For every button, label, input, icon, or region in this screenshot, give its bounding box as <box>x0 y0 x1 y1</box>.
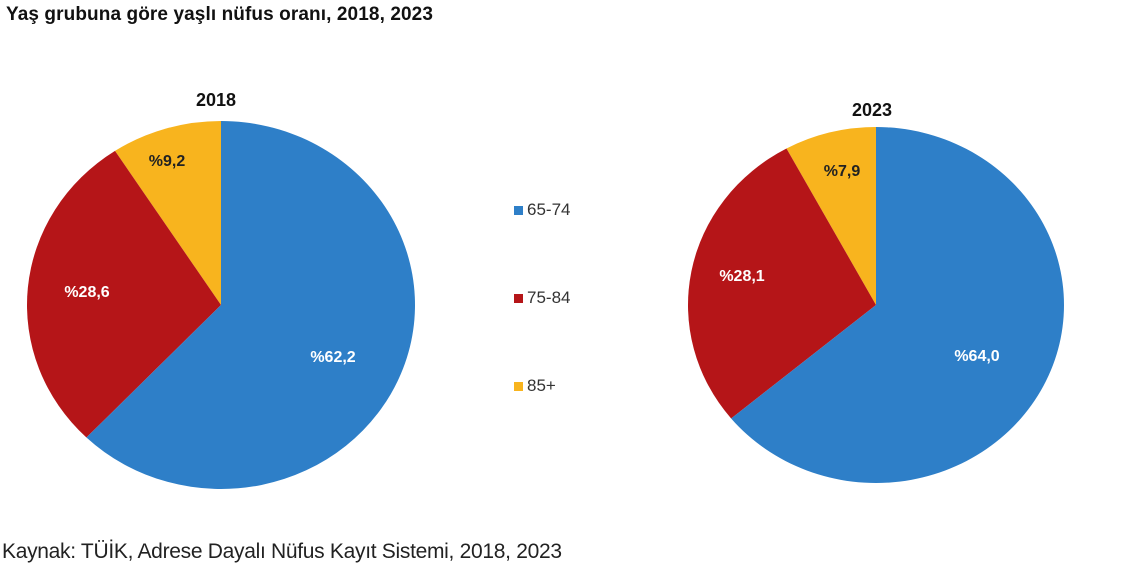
pie-slice-65-74 <box>86 121 415 489</box>
pie-2018: 2018 %62,2 %28,6 %9,2 <box>27 90 415 489</box>
legend-label: 85+ <box>527 376 556 395</box>
data-label: %7,9 <box>824 163 861 180</box>
legend-swatch-icon <box>514 381 523 391</box>
legend-label: 65-74 <box>527 200 571 219</box>
pie-slice-75-84 <box>27 150 222 438</box>
legend-label: 75-84 <box>527 288 571 307</box>
legend-swatch-icon <box>514 205 523 215</box>
data-label: %28,1 <box>719 268 764 285</box>
pie-2023: 2023 %64,0 %28,1 %7,9 <box>688 100 1064 483</box>
data-label: %64,0 <box>954 348 999 365</box>
source-note: Kaynak: TÜİK, Adrese Dayalı Nüfus Kayıt … <box>2 540 562 563</box>
pie-slice-85plus <box>786 127 876 305</box>
data-label: %62,2 <box>310 349 355 366</box>
pie-2023-year: 2023 <box>852 100 892 120</box>
pie-2018-year: 2018 <box>196 90 236 110</box>
legend-item-85plus: 85+ <box>514 376 556 396</box>
legend-item-75-84: 75-84 <box>514 288 570 308</box>
pie-slice-85plus <box>114 121 221 305</box>
pie-slice-65-74 <box>731 127 1064 483</box>
pie-slice-75-84 <box>688 148 876 419</box>
data-label: %9,2 <box>149 153 186 170</box>
chart-title: Yaş grubuna göre yaşlı nüfus oranı, 2018… <box>6 4 433 25</box>
legend-item-65-74: 65-74 <box>514 200 570 220</box>
legend-swatch-icon <box>514 293 523 303</box>
data-label: %28,6 <box>64 284 109 301</box>
